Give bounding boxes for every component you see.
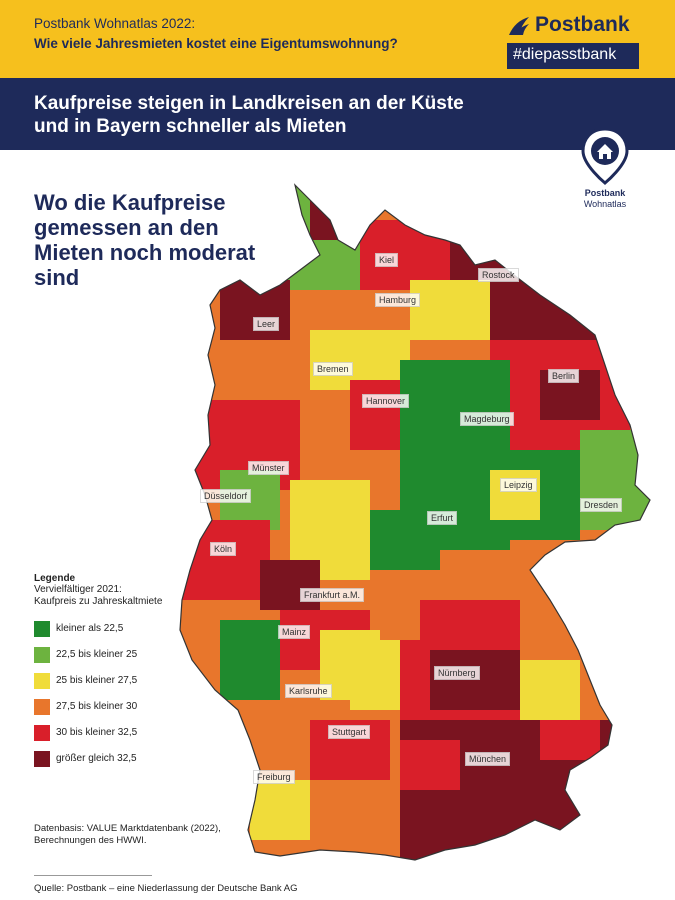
city-label-duesseldorf: Düsseldorf [200,489,252,503]
legend-subtitle-line2: Kaufpreis zu Jahreskaltmiete [34,596,163,607]
city-label-muenster: Münster [248,461,289,475]
legend-swatch [34,725,50,741]
footer-divider [34,875,152,876]
data-basis-line2: Berechnungen des HWWI. [34,835,147,846]
city-label-dresden: Dresden [580,498,623,512]
postbank-logo-icon [509,17,529,35]
city-label-frankfurt: Frankfurt a.M. [300,588,365,602]
data-basis-note: Datenbasis: VALUE Marktdatenbank (2022),… [34,823,274,847]
wohnatlas-badge: Postbank Wohnatlas [575,125,635,215]
city-label-hamburg: Hamburg [375,293,421,307]
city-label-hannover: Hannover [362,394,410,408]
city-label-mainz: Mainz [278,625,311,639]
data-basis-line1: Datenbasis: VALUE Marktdatenbank (2022), [34,823,221,834]
legend-label: 25 bis kleiner 27,5 [56,675,138,686]
germany-choropleth [179,183,651,861]
header-bar: Postbank Wohnatlas 2022: Wie viele Jahre… [0,0,675,78]
legend-swatch [34,699,50,715]
legend-swatch [34,751,50,767]
headline-bar: Kaufpreise steigen in Landkreisen an der… [0,78,675,150]
legend-title: Legende [34,573,76,584]
headline: Kaufpreise steigen in Landkreisen an der… [34,92,594,138]
city-label-rostock: Rostock [478,268,519,282]
city-label-magdeburg: Magdeburg [460,412,514,426]
city-label-freiburg: Freiburg [253,770,295,784]
legend: Legende Vervielfältiger 2021: Kaufpreis … [34,573,162,608]
map-subtitle: Wo die Kaufpreise gemessen an den Mieten… [34,190,256,290]
badge-label-product: Wohnatlas [583,199,627,209]
germany-map: Kiel Rostock Hamburg Leer Bremen Berlin … [160,180,660,870]
city-label-koeln: Köln [210,542,237,556]
city-label-leer: Leer [253,317,280,331]
legend-swatch [34,621,50,637]
headline-line2: und in Bayern schneller als Mieten [34,116,347,137]
legend-label: kleiner als 22,5 [56,623,124,634]
city-label-bremen: Bremen [313,362,353,376]
legend-subtitle-line1: Vervielfältiger 2021: [34,584,122,595]
header-title-line1: Postbank Wohnatlas 2022: [34,16,196,31]
city-label-karlsruhe: Karlsruhe [285,684,332,698]
city-label-erfurt: Erfurt [427,511,458,525]
legend-label: größer gleich 32,5 [56,753,137,764]
brand-name: Postbank [535,13,630,36]
city-label-nuernberg: Nürnberg [434,666,480,680]
location-pin-icon [581,127,629,185]
legend-label: 30 bis kleiner 32,5 [56,727,138,738]
brand-tagline: #diepasstbank [507,43,639,69]
legend-label: 27,5 bis kleiner 30 [56,701,138,712]
legend-swatch [34,647,50,663]
map-regions [180,185,650,860]
headline-line1: Kaufpreise steigen in Landkreisen an der… [34,93,464,114]
city-label-muenchen: München [465,752,511,766]
city-label-leipzig: Leipzig [500,478,537,492]
legend-label: 22,5 bis kleiner 25 [56,649,138,660]
header-title-line2: Wie viele Jahresmieten kostet eine Eigen… [34,36,398,51]
city-label-kiel: Kiel [375,253,399,267]
city-label-berlin: Berlin [548,369,580,383]
source-note: Quelle: Postbank – eine Niederlassung de… [34,883,298,894]
badge-label-brand: Postbank [584,188,626,198]
city-label-stuttgart: Stuttgart [328,725,371,739]
legend-swatch [34,673,50,689]
